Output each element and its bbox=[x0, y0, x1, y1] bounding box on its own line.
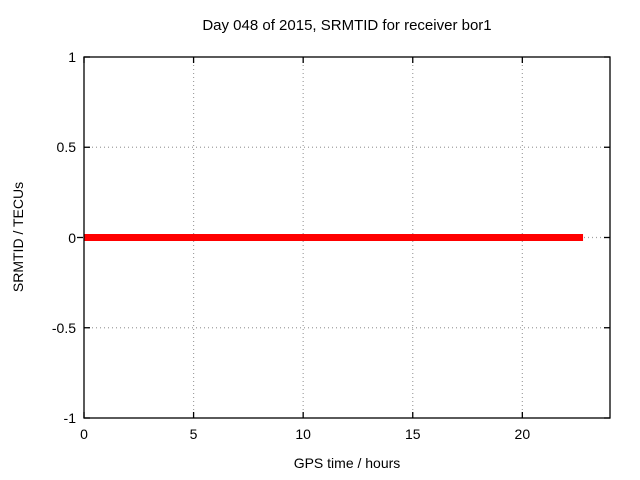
x-tick-label: 5 bbox=[189, 426, 198, 442]
y-tick-label: -0.5 bbox=[51, 319, 76, 336]
y-tick-label: 1 bbox=[68, 49, 76, 65]
x-tick-label: 0 bbox=[80, 426, 88, 442]
chart-title: Day 048 of 2015, SRMTID for receiver bor… bbox=[202, 17, 492, 34]
x-tick-label: 20 bbox=[514, 426, 531, 442]
y-tick-label: 0.5 bbox=[56, 139, 76, 156]
y-tick-label: -1 bbox=[63, 410, 76, 426]
x-tick-label: 10 bbox=[295, 426, 311, 442]
y-tick-label: 0 bbox=[68, 229, 76, 246]
plot-border bbox=[83, 56, 611, 419]
x-axis-label: GPS time / hours bbox=[293, 455, 401, 471]
x-tick-label: 15 bbox=[404, 426, 421, 442]
